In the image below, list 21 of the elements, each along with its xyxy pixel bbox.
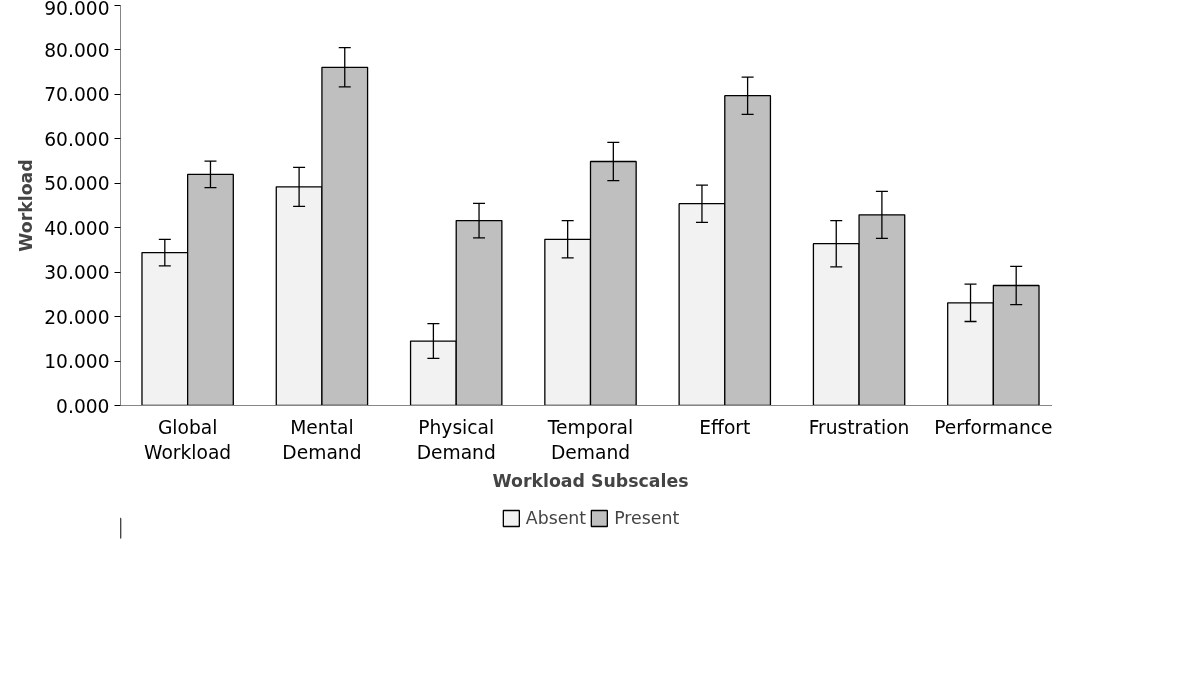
x-tick-label: Temporal Demand (546, 416, 634, 463)
y-tick-label: 60.000 (44, 128, 110, 150)
x-tick-label: Effort (699, 416, 751, 438)
y-tick-label: 10.000 (44, 351, 110, 373)
y-axis-title: Workload (16, 159, 37, 252)
y-tick-label: 90.000 (44, 0, 110, 19)
y-tick-label: 20.000 (44, 306, 110, 328)
legend-label: Absent (525, 508, 587, 528)
y-tick-label: 80.000 (44, 39, 110, 61)
x-tick-label: Performance (934, 416, 1053, 438)
x-tick-label: Frustration (808, 416, 910, 438)
y-tick-label: 0.000 (56, 395, 110, 417)
x-tick-label: Global Workload (144, 416, 232, 463)
legend-label: Present (614, 508, 680, 528)
y-tick-label: 50.000 (44, 173, 110, 195)
y-tick-label: 40.000 (44, 217, 110, 239)
y-tick-label: 30.000 (44, 262, 110, 284)
x-tick-label: Mental Demand (282, 416, 362, 463)
x-tick-label: Physical Demand (416, 416, 496, 463)
x-axis-title: Workload Subscales (492, 470, 689, 491)
y-tick-label: 70.000 (44, 84, 110, 106)
